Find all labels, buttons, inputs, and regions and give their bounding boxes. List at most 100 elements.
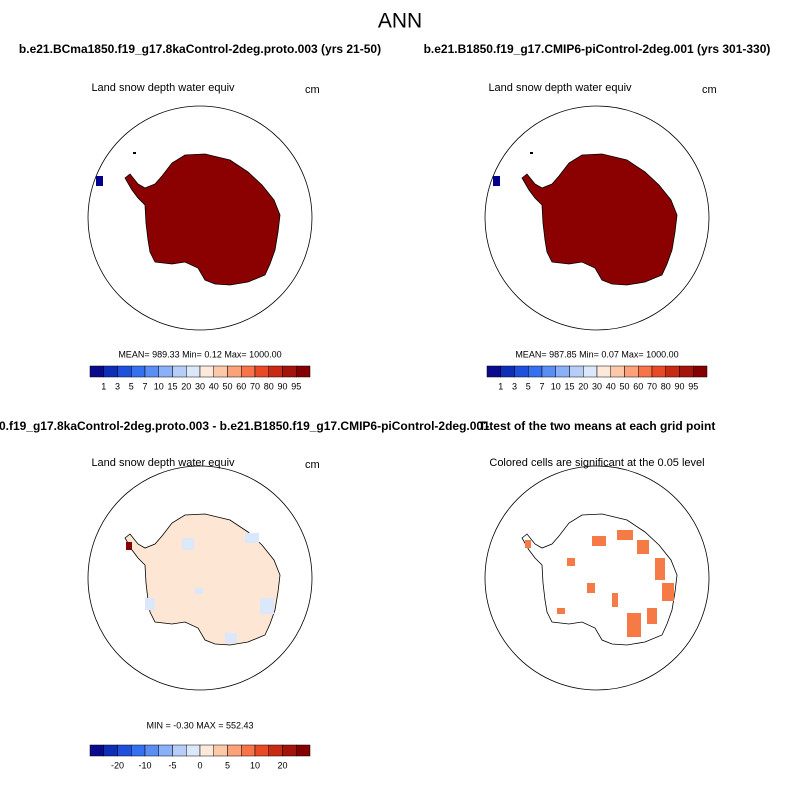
colorbar-label: 1 [498, 381, 503, 391]
significant-cell [592, 536, 606, 546]
significant-cell [567, 558, 575, 566]
map-boundary [484, 105, 710, 331]
colorbar-label: 60 [236, 381, 246, 391]
stats: MEAN= 987.85 Min= 0.07 Max= 1000.00 [515, 349, 678, 359]
panel-title: b.e21.BCma1850.f19_g17.8kaControl-2deg.p… [0, 419, 490, 433]
colorbar-box [500, 365, 515, 378]
colorbar-label: 80 [661, 381, 671, 391]
colorbar-box [528, 365, 543, 378]
colorbar-box [158, 365, 173, 378]
stats: MEAN= 989.33 Min= 0.12 Max= 1000.00 [118, 349, 281, 359]
colorbar-label: 3 [115, 381, 120, 391]
colorbar-box [651, 365, 666, 378]
diff-cell [145, 598, 155, 610]
colorbar-box [144, 744, 159, 757]
significant-cell [662, 583, 674, 601]
diff-cell [182, 538, 194, 550]
colorbar-box [583, 365, 598, 378]
map-boundary [484, 465, 710, 691]
colorbar-box [596, 365, 611, 378]
colorbar-box [514, 365, 529, 378]
colorbar-label: -10 [138, 760, 151, 770]
colorbar-box [117, 365, 132, 378]
colorbar-box [144, 365, 159, 378]
panel-subtitle: Land snow depth water equiv [488, 82, 632, 94]
island-cell [133, 152, 136, 154]
colorbar-label: 70 [250, 381, 260, 391]
units: cm [305, 84, 320, 96]
colorbar-label: 20 [578, 381, 588, 391]
colorbar-box [241, 744, 256, 757]
colorbar-label: 50 [222, 381, 232, 391]
colorbar-box [103, 744, 118, 757]
colorbar-box [213, 744, 228, 757]
significant-cell [627, 613, 641, 637]
colorbar-box [254, 744, 269, 757]
colorbar-box [638, 365, 653, 378]
colorbar-label: 15 [564, 381, 574, 391]
stats: MIN = -0.30 MAX = 552.43 [146, 720, 253, 730]
diff-cell [245, 533, 259, 543]
colorbar-label: 10 [551, 381, 561, 391]
map-boundary [87, 105, 313, 331]
colorbar-label: 5 [526, 381, 531, 391]
colorbar-box [89, 744, 104, 757]
colorbar-box [227, 365, 242, 378]
colorbar-box [241, 365, 256, 378]
colorbar-label: 40 [209, 381, 219, 391]
map [87, 105, 313, 331]
antarctica [124, 153, 281, 286]
colorbar-box [213, 365, 228, 378]
significant-cell [557, 608, 565, 614]
significant-cell [587, 583, 595, 593]
units: cm [305, 459, 320, 471]
colorbar-box [172, 365, 187, 378]
panel-subtitle: Colored cells are significant at the 0.0… [489, 457, 704, 469]
map [484, 465, 710, 691]
colorbar-label: 95 [291, 381, 301, 391]
colorbar-label: 5 [129, 381, 134, 391]
colorbar-label: -20 [111, 760, 124, 770]
colorbar-box [610, 365, 625, 378]
significant-cell [617, 530, 633, 540]
colorbar-box [555, 365, 570, 378]
colorbar-box [679, 365, 694, 378]
colorbar-box [693, 365, 708, 378]
colorbar-box [199, 365, 214, 378]
colorbar-box [541, 365, 556, 378]
colorbar-label: 80 [264, 381, 274, 391]
colorbar-label: -5 [168, 760, 176, 770]
colorbar-box [624, 365, 639, 378]
colorbar-label: 60 [633, 381, 643, 391]
panel-title: b.e21.B1850.f19_g17.CMIP6-piControl-2deg… [424, 42, 771, 56]
diff-cell [225, 633, 237, 643]
colorbar-label: 3 [512, 381, 517, 391]
significant-cell [655, 558, 665, 580]
diff-cell [260, 598, 274, 614]
colorbar-label: 0 [197, 760, 202, 770]
colorbar-box [296, 744, 311, 757]
colorbar-label: 40 [606, 381, 616, 391]
colorbar-box [282, 744, 297, 757]
colorbar-label: 20 [277, 760, 287, 770]
colorbar-box [103, 365, 118, 378]
colorbar-label: 10 [250, 760, 260, 770]
colorbar-box [186, 744, 201, 757]
diff-cell [126, 542, 132, 550]
panel-title: T-test of the two means at each grid poi… [479, 419, 716, 433]
significant-cell [525, 540, 531, 548]
significant-cell [647, 608, 657, 624]
significant-cell [612, 593, 618, 607]
colorbar-box [268, 365, 283, 378]
colorbar-label: 95 [688, 381, 698, 391]
colorbar-box [131, 365, 146, 378]
colorbar-label: 7 [539, 381, 544, 391]
map [484, 105, 710, 331]
colorbar-label: 50 [619, 381, 629, 391]
map-boundary [87, 465, 313, 691]
colorbar-box [227, 744, 242, 757]
island-cell [96, 176, 103, 186]
colorbar-box [254, 365, 269, 378]
antarctica [521, 513, 678, 646]
